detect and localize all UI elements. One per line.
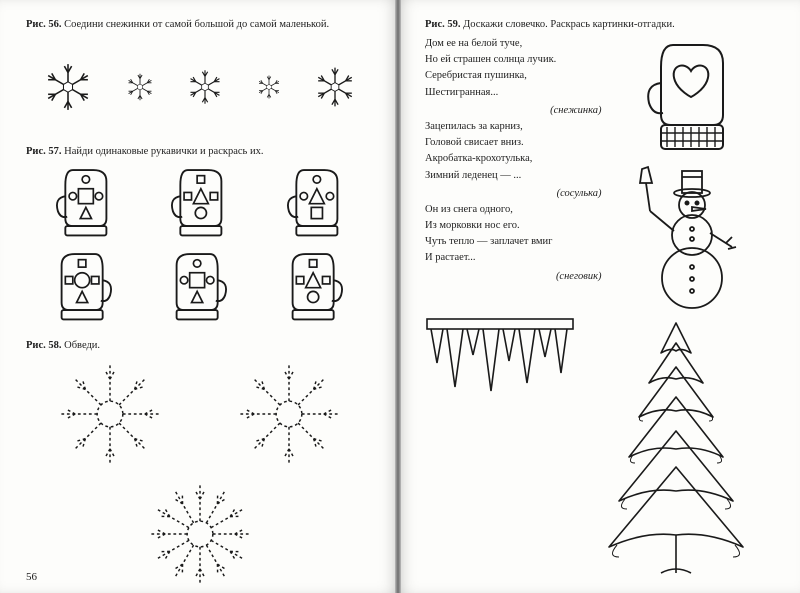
r3l3: Чуть тепло — заплачет вмиг xyxy=(425,235,602,249)
lower-art xyxy=(425,317,772,587)
r2ans: (сосулька) xyxy=(425,187,602,201)
fig59-text: Доскажи словечко. Раскрась картинки-отга… xyxy=(463,19,675,30)
r1ans: (снежинка) xyxy=(425,104,602,118)
fig59-num: Рис. 59. xyxy=(425,19,461,30)
mitten-icon xyxy=(287,248,343,324)
icicles-icon xyxy=(425,317,575,397)
caption-fig59: Рис. 59. Доскажи словечко. Раскрась карт… xyxy=(425,18,772,31)
r2l3: Акробатка-крохотулька, xyxy=(425,152,602,166)
snowflake-icon xyxy=(313,65,357,109)
mitten-icon xyxy=(287,164,343,240)
r2l1: Зацепилась за карниз, xyxy=(425,120,602,134)
r3l4: И растает... xyxy=(425,251,602,265)
r1l2: Но ей страшен солнца лучик. xyxy=(425,53,602,67)
mitten-icon xyxy=(171,164,227,240)
riddles-block: Дом ее на белой туче, Но ей страшен солн… xyxy=(425,37,772,313)
caption-fig58: Рис. 58. Обведи. xyxy=(26,339,373,352)
r3ans: (снеговик) xyxy=(425,270,602,284)
mittens-row-2 xyxy=(26,248,373,324)
caption-fig56: Рис. 56. Соедини снежинки от самой больш… xyxy=(26,18,373,31)
fig57-num: Рис. 57. xyxy=(26,146,62,157)
fig57-text: Найди одинаковые рукавички и раскрась их… xyxy=(64,146,263,157)
trace-snowflake-icon xyxy=(234,359,344,469)
caption-fig57: Рис. 57. Найди одинаковые рукавички и ра… xyxy=(26,145,373,158)
trace-snowflake-icon xyxy=(55,359,165,469)
section-fig56: Рис. 56. Соедини снежинки от самой больш… xyxy=(26,18,373,137)
page-left: Рис. 56. Соедини снежинки от самой больш… xyxy=(0,0,395,593)
page-right: Рис. 59. Доскажи словечко. Раскрась карт… xyxy=(401,0,800,593)
r1l4: Шестигранная... xyxy=(425,86,602,100)
mitten-heart-icon xyxy=(647,37,737,157)
fir-tree-icon xyxy=(591,317,761,587)
snowflakes-row xyxy=(26,37,373,137)
snowflake-icon xyxy=(125,72,155,102)
mittens-row-1 xyxy=(26,164,373,240)
snowflake-icon xyxy=(186,68,224,106)
trace-row xyxy=(26,359,373,479)
section-fig57: Рис. 57. Найди одинаковые рукавички и ра… xyxy=(26,145,373,331)
mitten-icon xyxy=(56,164,112,240)
r1l1: Дом ее на белой туче, xyxy=(425,37,602,51)
riddle-pictures xyxy=(612,37,772,313)
snowman-icon xyxy=(632,163,752,313)
book-spread: Рис. 56. Соедини снежинки от самой больш… xyxy=(0,0,800,593)
snowflake-icon xyxy=(42,61,94,113)
r2l2: Головой свисает вниз. xyxy=(425,136,602,150)
mitten-icon xyxy=(171,248,227,324)
snowflake-icon xyxy=(256,74,282,100)
trace-snowflake-icon xyxy=(145,479,255,589)
fig56-num: Рис. 56. xyxy=(26,19,62,30)
fig58-text: Обведи. xyxy=(64,340,100,351)
r3l2: Из морковки нос его. xyxy=(425,219,602,233)
fig56-text: Соедини снежинки от самой большой до сам… xyxy=(64,19,329,30)
riddles-text: Дом ее на белой туче, Но ей страшен солн… xyxy=(425,37,602,313)
r2l4: Зимний леденец — ... xyxy=(425,169,602,183)
page-number: 56 xyxy=(26,571,37,583)
r1l3: Серебристая пушинка, xyxy=(425,69,602,83)
mitten-icon xyxy=(56,248,112,324)
r3l1: Он из снега одного, xyxy=(425,203,602,217)
fig58-num: Рис. 58. xyxy=(26,340,62,351)
section-fig58: Рис. 58. Обведи. xyxy=(26,339,373,478)
